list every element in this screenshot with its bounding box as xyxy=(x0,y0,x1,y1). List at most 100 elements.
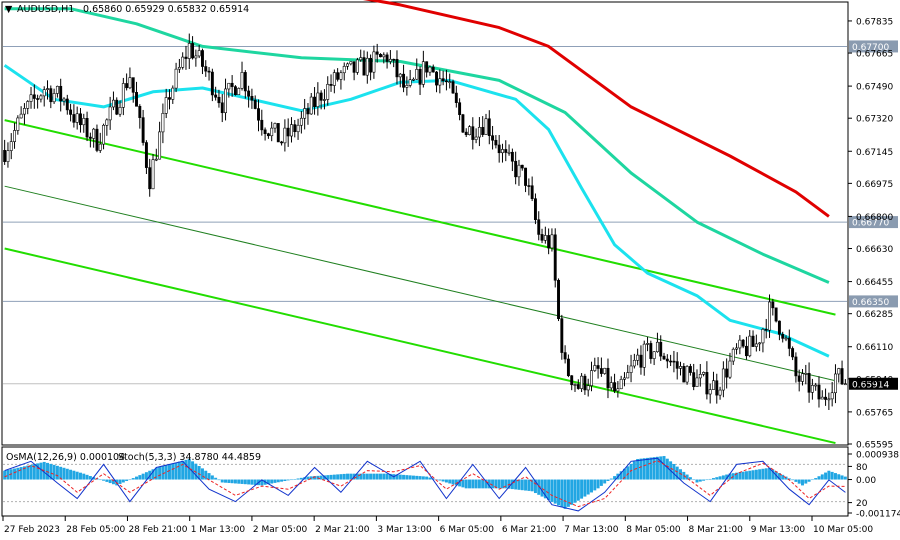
candle-body xyxy=(296,124,300,133)
price-tick-label: 0.67145 xyxy=(856,148,893,158)
candle-body xyxy=(461,114,465,133)
price-level-label-0: 0.67700 xyxy=(852,43,889,53)
candle-body xyxy=(138,105,142,118)
osma-bar xyxy=(718,476,722,480)
candle-body xyxy=(418,69,422,85)
osma-bar xyxy=(78,472,82,480)
candle-body xyxy=(840,368,844,385)
osma-bar xyxy=(520,479,524,491)
candle-body xyxy=(553,234,557,281)
osma-bar xyxy=(138,475,142,480)
candle-body xyxy=(494,139,498,146)
osma-bar xyxy=(702,479,706,481)
osma-bar xyxy=(711,478,715,480)
osma-bar xyxy=(72,470,76,480)
menu-triangle-icon[interactable]: ▼ xyxy=(5,4,13,15)
price-level-tag-2 xyxy=(849,295,898,308)
candle-body xyxy=(501,149,504,154)
osma-bar xyxy=(92,477,96,480)
candle-body xyxy=(227,82,231,90)
osma-bar xyxy=(220,479,224,483)
candle-body xyxy=(125,83,129,89)
candle-body xyxy=(721,368,725,391)
osma-bar xyxy=(510,479,514,490)
candle-body xyxy=(59,85,63,102)
osma-bar xyxy=(781,474,785,480)
price-axis: 0.67835 0.67665 0.67490 0.67320 0.67145 0.669… xyxy=(848,17,893,451)
osma-bar xyxy=(441,479,445,482)
osma-bar xyxy=(550,479,554,502)
candle-body xyxy=(784,337,788,340)
osma-bar xyxy=(280,479,284,482)
osma-bar xyxy=(65,468,69,480)
time-tick-label: 8 Mar 05:00 xyxy=(626,525,681,535)
osma-bar xyxy=(388,473,392,480)
candle-body xyxy=(655,341,659,353)
osma-bar xyxy=(553,479,557,504)
candle-body xyxy=(62,98,66,102)
osma-bar xyxy=(791,479,795,481)
candle-body xyxy=(233,86,237,96)
candle-body xyxy=(804,373,808,375)
osma-bar xyxy=(675,466,679,480)
candle-body xyxy=(177,66,181,70)
candle-body xyxy=(421,61,425,85)
candle-body xyxy=(491,135,495,141)
osma-bar xyxy=(646,457,650,480)
channel-upper-line xyxy=(4,119,836,316)
candle-body xyxy=(712,380,715,390)
candle-body xyxy=(593,365,597,371)
osma-bar xyxy=(524,479,528,491)
osma-bar xyxy=(270,479,274,484)
candle-body xyxy=(497,144,501,154)
osma-bar xyxy=(715,477,719,480)
osma-min-label: -0.001174 xyxy=(856,510,900,520)
osma-bar xyxy=(369,473,373,480)
candle-body xyxy=(408,79,412,86)
time-tick-label: 9 Mar 13:00 xyxy=(751,525,806,535)
osma-bar xyxy=(161,466,165,480)
osma-bar xyxy=(144,472,148,480)
candle-body xyxy=(339,72,343,80)
candle-body xyxy=(543,235,547,241)
candle-body xyxy=(253,99,257,109)
osma-bar xyxy=(517,479,521,490)
osma-bar xyxy=(210,475,214,480)
candle-body xyxy=(665,358,669,362)
osma-bar xyxy=(88,476,92,480)
candle-body xyxy=(623,377,626,380)
osma-bar xyxy=(62,467,66,480)
osma-bar xyxy=(355,473,359,480)
time-tick-label: 28 Feb 05:00 xyxy=(66,525,125,535)
candle-body xyxy=(652,351,656,359)
candle-body xyxy=(412,78,415,81)
time-tick-label: 27 Feb 2023 xyxy=(4,525,60,535)
candle-body xyxy=(29,94,33,102)
osma-bar xyxy=(151,469,155,480)
osma-bar xyxy=(580,479,584,499)
osma-bar xyxy=(405,475,409,480)
osma-bar xyxy=(174,462,178,480)
osma-bar xyxy=(655,456,659,480)
candle-body xyxy=(741,339,745,347)
osma-bar xyxy=(421,476,425,480)
candle-body xyxy=(438,78,442,86)
indicator-pane[interactable] xyxy=(1,446,849,517)
main-pane[interactable] xyxy=(1,1,849,446)
candle-body xyxy=(388,58,392,62)
candle-body xyxy=(817,384,821,400)
osma-bar xyxy=(118,479,122,484)
osma-bar xyxy=(504,479,508,489)
candle-body xyxy=(171,87,175,100)
candle-body xyxy=(128,77,132,89)
osma-bar xyxy=(276,479,280,483)
candle-body xyxy=(191,43,195,59)
candle-body xyxy=(154,158,158,161)
candle-body xyxy=(359,57,363,61)
osma-bar xyxy=(642,458,646,480)
candle-body xyxy=(540,234,544,241)
osma-bar xyxy=(547,479,551,501)
price-tick-label: 0.67665 xyxy=(856,50,893,60)
price-tick-label: 0.66800 xyxy=(856,213,893,223)
